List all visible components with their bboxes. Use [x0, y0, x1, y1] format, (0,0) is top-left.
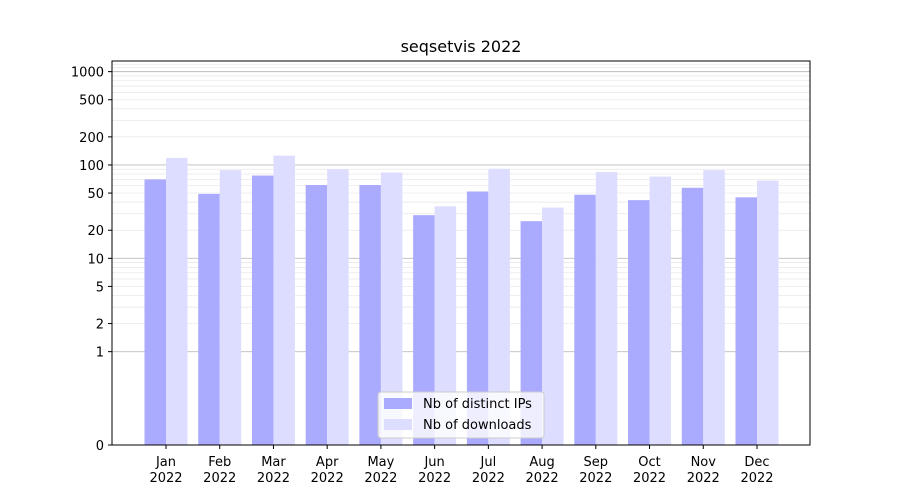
- bar-downloads: [703, 170, 725, 445]
- y-tick-label: 5: [96, 280, 104, 295]
- y-tick-label: 200: [79, 131, 104, 146]
- x-tick-label-month: Jun: [423, 455, 444, 470]
- bar-downloads: [757, 180, 779, 445]
- x-tick-label-year: 2022: [311, 471, 344, 486]
- y-tick-label: 1000: [71, 66, 104, 81]
- bar-distinct-ips: [628, 200, 650, 445]
- legend-swatch: [384, 398, 412, 409]
- legend-box: [377, 391, 545, 439]
- x-tick-label-year: 2022: [472, 471, 505, 486]
- x-tick-label-month: Feb: [208, 455, 231, 470]
- bar-distinct-ips: [574, 194, 596, 445]
- x-tick-label-month: Aug: [529, 455, 554, 470]
- y-tick-label: 500: [79, 94, 104, 109]
- bar-distinct-ips: [359, 185, 381, 445]
- x-tick-label-year: 2022: [149, 471, 182, 486]
- y-tick-label: 100: [79, 159, 104, 174]
- bar-distinct-ips: [735, 197, 757, 445]
- x-tick-label-month: Sep: [584, 455, 609, 470]
- x-tick-label-month: Dec: [744, 455, 769, 470]
- y-tick-label: 1: [96, 346, 104, 361]
- bar-downloads: [542, 207, 564, 445]
- legend-label: Nb of distinct IPs: [423, 397, 532, 412]
- x-tick-label-year: 2022: [633, 471, 666, 486]
- bar-downloads: [380, 172, 403, 446]
- bar-downloads: [273, 155, 295, 445]
- legend-swatch: [384, 419, 412, 430]
- x-tick-label-month: Jan: [155, 455, 176, 470]
- x-tick-label-month: Mar: [261, 455, 286, 470]
- plot-frame: [111, 60, 811, 446]
- x-axis: Jan2022Feb2022Mar2022Apr2022May2022Jun20…: [149, 445, 774, 486]
- y-tick-label: 2: [96, 318, 104, 333]
- bar-distinct-ips: [305, 185, 328, 445]
- x-tick-label-month: Jul: [480, 455, 497, 470]
- x-tick-label-year: 2022: [687, 471, 720, 486]
- x-tick-label-year: 2022: [579, 471, 612, 486]
- bars: [144, 155, 779, 446]
- x-tick-label-month: May: [367, 455, 394, 470]
- y-tick-label: 20: [87, 224, 104, 239]
- x-tick-label-year: 2022: [740, 471, 773, 486]
- x-tick-label-month: Oct: [638, 455, 660, 470]
- bar-downloads: [166, 157, 188, 446]
- bar-distinct-ips: [520, 221, 543, 445]
- bar-downloads: [327, 169, 349, 446]
- bar-distinct-ips: [466, 191, 489, 445]
- x-tick-label-month: Nov: [691, 455, 717, 470]
- bar-downloads: [219, 170, 242, 445]
- y-tick-label: 0: [96, 439, 104, 454]
- y-tick-label: 10: [87, 252, 104, 267]
- legend: Nb of distinct IPs Nb of downloads: [377, 391, 545, 439]
- y-axis: 0 1 2 5 10 20 50 100 200 500 1000: [71, 66, 112, 454]
- x-tick-label-year: 2022: [364, 471, 397, 486]
- bar-downloads: [595, 172, 618, 445]
- y-tick-label: 50: [87, 187, 104, 202]
- legend-label: Nb of downloads: [423, 418, 532, 433]
- bar-distinct-ips: [251, 175, 274, 445]
- x-tick-label-year: 2022: [418, 471, 451, 486]
- x-tick-label-year: 2022: [526, 471, 559, 486]
- bar-distinct-ips: [198, 193, 220, 445]
- x-tick-label-year: 2022: [203, 471, 236, 486]
- x-tick-label-month: Apr: [316, 455, 339, 470]
- x-tick-label-year: 2022: [257, 471, 290, 486]
- bar-downloads: [488, 168, 510, 446]
- bar-distinct-ips: [681, 187, 704, 445]
- bar-distinct-ips: [413, 215, 435, 445]
- bar-distinct-ips: [144, 179, 166, 445]
- bar-downloads: [434, 206, 457, 445]
- bar-downloads: [649, 176, 672, 445]
- chart-title: seqsetvis 2022: [401, 37, 522, 56]
